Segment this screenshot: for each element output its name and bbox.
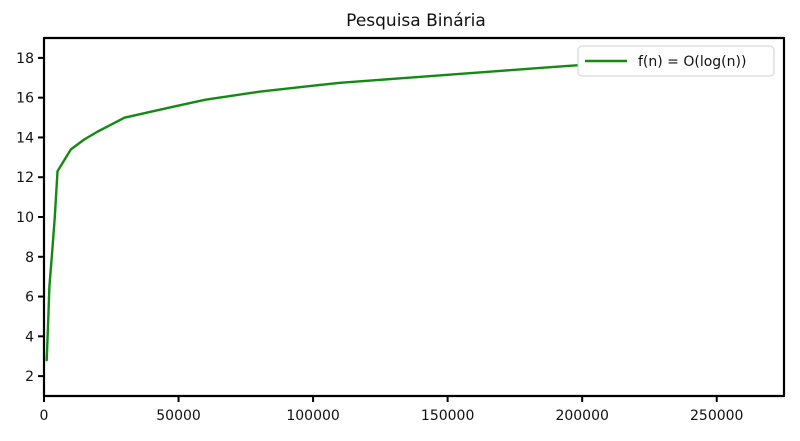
x-axis-ticks: 0 50000 100000 150000 200000 250000 bbox=[40, 396, 743, 424]
legend: f(n) = O(log(n)) bbox=[577, 45, 775, 77]
y-tick-label: 14 bbox=[16, 130, 34, 146]
x-tick-label: 150000 bbox=[421, 408, 474, 424]
legend-label: f(n) = O(log(n)) bbox=[638, 54, 746, 70]
y-tick-label: 8 bbox=[25, 250, 34, 266]
x-tick-label: 0 bbox=[40, 408, 49, 424]
y-tick-label: 18 bbox=[16, 51, 34, 67]
x-tick-label: 100000 bbox=[286, 408, 339, 424]
x-tick-label: 250000 bbox=[690, 408, 743, 424]
y-tick-label: 10 bbox=[16, 210, 34, 226]
y-tick-label: 2 bbox=[25, 369, 34, 385]
y-tick-label: 4 bbox=[25, 329, 34, 345]
legend-box bbox=[577, 45, 775, 77]
plot-area-border bbox=[42, 36, 786, 398]
y-tick-label: 12 bbox=[16, 170, 34, 186]
chart-title: Pesquisa Binária bbox=[346, 11, 486, 31]
y-tick-label: 16 bbox=[16, 91, 34, 107]
series-layer bbox=[45, 62, 611, 362]
axes-frame bbox=[42, 36, 786, 398]
x-tick-label: 200000 bbox=[555, 408, 608, 424]
y-tick-label: 6 bbox=[25, 290, 34, 306]
y-axis-ticks: 2 4 6 8 10 12 14 16 18 bbox=[16, 51, 44, 385]
x-tick-label: 50000 bbox=[156, 408, 201, 424]
series-line-0 bbox=[45, 62, 611, 362]
